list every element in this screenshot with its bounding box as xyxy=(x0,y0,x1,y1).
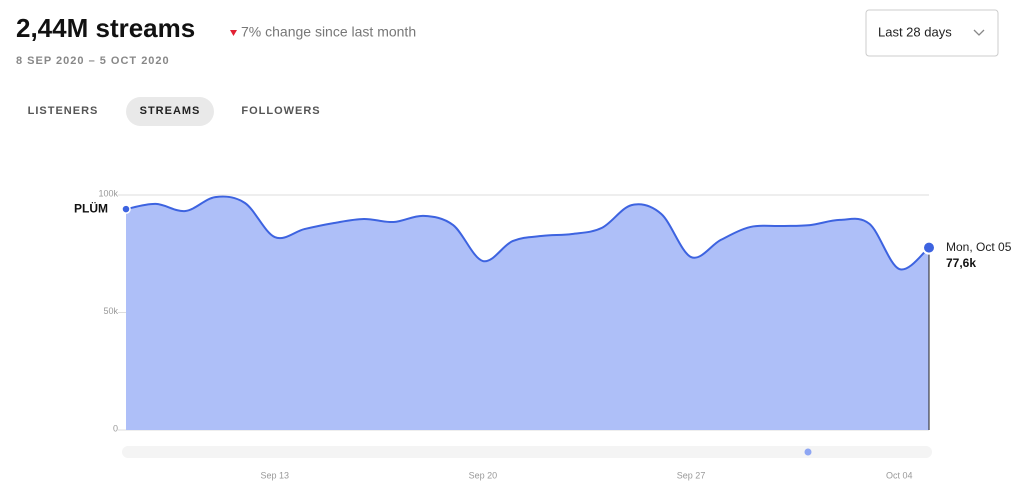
y-tick-label: 0 xyxy=(113,423,118,433)
dropdown-label[interactable]: Last 28 days xyxy=(878,24,952,39)
area-fill xyxy=(126,196,929,430)
active-tab-bg xyxy=(126,97,214,126)
period-dropdown[interactable]: Last 28 days xyxy=(865,9,999,57)
tooltip-date: Mon, Oct 05 xyxy=(946,240,1012,254)
down-arrow xyxy=(230,30,237,36)
title: 2,44M streams xyxy=(16,13,195,43)
scrollbar[interactable] xyxy=(122,446,932,458)
x-tick-label: Sep 13 xyxy=(260,470,289,480)
date-range: 8 SEP 2020 – 5 OCT 2020 xyxy=(16,55,170,67)
start-dot xyxy=(121,204,131,214)
y-tick-label: 50k xyxy=(103,306,118,316)
chevron xyxy=(973,29,985,36)
tooltip-value: 77,6k xyxy=(946,256,976,270)
y-tick-label: 100k xyxy=(98,188,118,198)
line xyxy=(125,195,930,271)
change: 7% change since last month xyxy=(241,24,416,40)
hover-dot xyxy=(922,240,936,255)
tab[interactable]: STREAMS xyxy=(140,105,201,117)
x-tick-label: Oct 04 xyxy=(886,470,913,480)
x-tick-label: Sep 27 xyxy=(677,470,706,480)
tab[interactable]: LISTENERS xyxy=(28,105,99,117)
series-name: PLÜM xyxy=(74,200,108,215)
x-tick-label: Sep 20 xyxy=(469,470,498,480)
scroll-handle[interactable] xyxy=(804,448,812,456)
tab[interactable]: FOLLOWERS xyxy=(241,105,320,117)
dropdown-box[interactable] xyxy=(865,9,999,57)
